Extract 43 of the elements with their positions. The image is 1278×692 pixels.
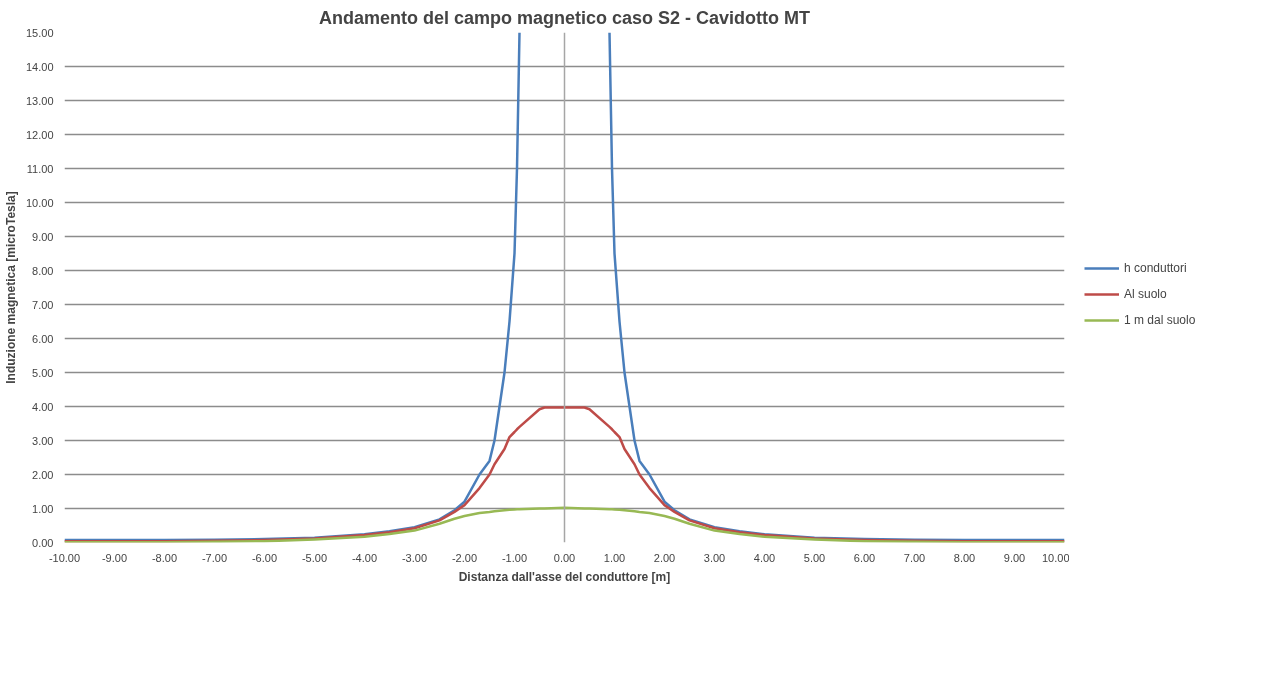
x-tick-label: 0.00 xyxy=(553,551,576,564)
x-tick-label: -2.00 xyxy=(451,551,478,564)
chart-title: Andamento del campo magnetico caso S2 - Cavidotto MT xyxy=(318,7,811,28)
x-tick-label: 7.00 xyxy=(903,551,926,564)
y-tick-label: 14.00 xyxy=(25,60,54,73)
y-tick-label: 13.00 xyxy=(25,94,54,107)
y-tick-label: 9.00 xyxy=(32,230,54,243)
y-tick-label: 0.00 xyxy=(32,536,54,549)
y-tick-label: 7.00 xyxy=(32,298,54,311)
y-tick-label: 4.00 xyxy=(32,400,54,413)
x-tick-label: -9.00 xyxy=(101,551,128,564)
x-tick-label: 5.00 xyxy=(803,551,826,564)
x-axis-title: Distanza dall'asse del conduttore [m] xyxy=(458,569,671,584)
x-tick-label: 1.00 xyxy=(603,551,626,564)
x-tick-label: 6.00 xyxy=(853,551,876,564)
y-tick-label: 2.00 xyxy=(32,468,54,481)
x-tick-label: -8.00 xyxy=(151,551,178,564)
legend-label: Al suolo xyxy=(1124,287,1167,301)
x-tick-label: -5.00 xyxy=(301,551,328,564)
x-tick-label: 9.00 xyxy=(1003,551,1026,564)
x-tick-label: 4.00 xyxy=(753,551,776,564)
x-tick-label: -10.00 xyxy=(48,551,81,564)
x-tick-label: 3.00 xyxy=(703,551,726,564)
x-tick-label: -4.00 xyxy=(351,551,378,564)
x-tick-label: -3.00 xyxy=(401,551,428,564)
x-tick-label: 10.00 xyxy=(1041,551,1070,564)
y-tick-label: 12.00 xyxy=(25,128,54,141)
x-tick-label: 2.00 xyxy=(653,551,676,564)
legend-label: h conduttori xyxy=(1124,261,1187,275)
legend-label: 1 m dal suolo xyxy=(1124,313,1196,327)
y-axis-title: Induzione magnetica [microTesla] xyxy=(3,191,18,384)
y-tick-label: 11.00 xyxy=(26,162,54,175)
x-tick-label: -6.00 xyxy=(251,551,278,564)
y-tick-label: 5.00 xyxy=(32,366,54,379)
y-tick-label: 15.00 xyxy=(25,26,54,39)
y-tick-label: 6.00 xyxy=(32,332,54,345)
x-tick-label: 8.00 xyxy=(953,551,976,564)
y-tick-label: 1.00 xyxy=(32,502,54,515)
y-tick-label: 10.00 xyxy=(25,196,54,209)
y-tick-label: 8.00 xyxy=(32,264,54,277)
y-tick-label: 3.00 xyxy=(32,434,54,447)
x-tick-label: -1.00 xyxy=(501,551,528,564)
x-tick-label: -7.00 xyxy=(201,551,228,564)
